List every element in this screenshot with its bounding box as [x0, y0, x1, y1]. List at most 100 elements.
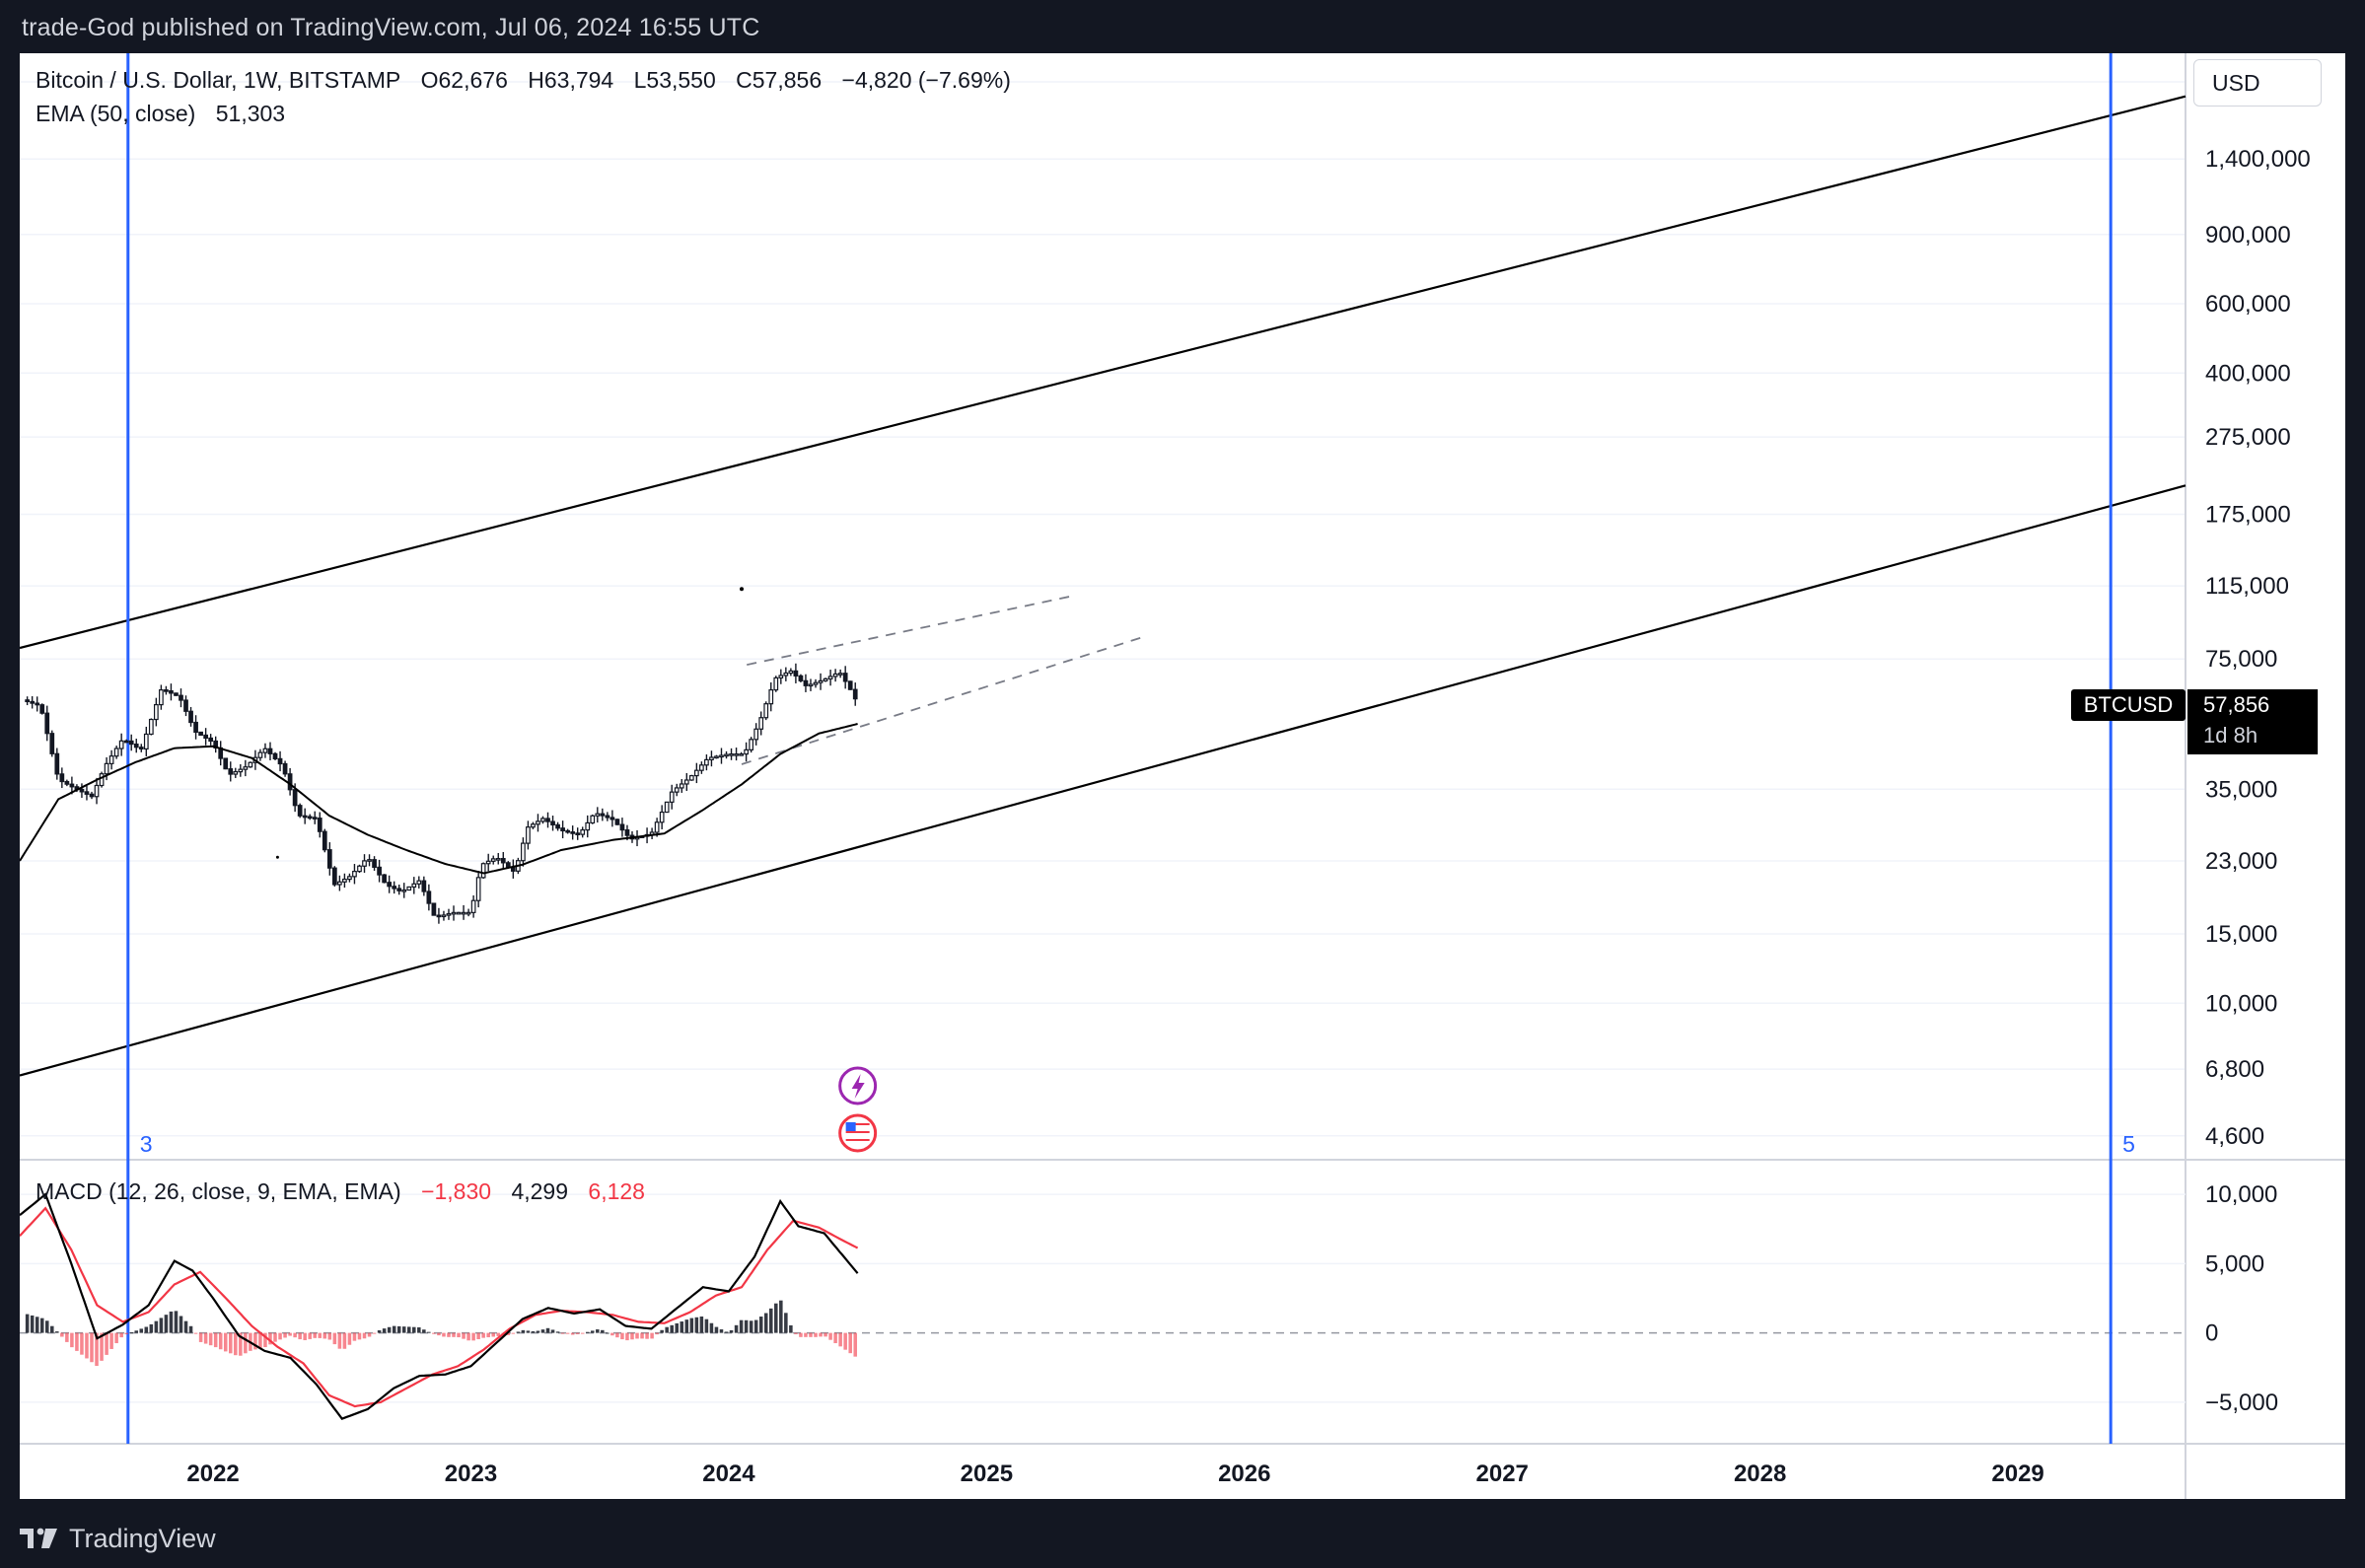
candle: [832, 673, 838, 677]
macd-histogram-bar: [511, 1332, 516, 1334]
macd-axis-label: 10,000: [2205, 1181, 2277, 1208]
macd-histogram-bar: [596, 1329, 600, 1333]
candle: [416, 880, 422, 885]
candle: [739, 752, 744, 756]
macd-histogram-bar: [570, 1332, 575, 1335]
macd-histogram-bar: [799, 1332, 803, 1337]
macd-histogram-bar: [432, 1332, 436, 1334]
tradingview-logo-icon[interactable]: [20, 1527, 59, 1550]
bar-countdown: 1d 8h: [2203, 723, 2258, 748]
candle: [367, 859, 372, 862]
macd-histogram-bar: [50, 1325, 54, 1333]
price-axis-label: 115,000: [2205, 573, 2289, 600]
candle: [35, 702, 40, 706]
macd-histogram-bar: [362, 1332, 367, 1339]
macd-histogram-bar: [159, 1318, 164, 1333]
macd-histogram-bar: [357, 1332, 362, 1340]
candle: [401, 889, 407, 892]
candle: [749, 739, 754, 750]
macd-histogram-bar: [536, 1330, 540, 1333]
candle: [495, 858, 501, 861]
candle: [590, 815, 596, 824]
macd-histogram-bar: [193, 1332, 198, 1334]
macd-histogram-bar: [784, 1313, 788, 1333]
price-axis-label: 1,400,000: [2205, 146, 2311, 173]
time-axis-label: 2022: [186, 1461, 239, 1487]
macd-histogram-bar: [714, 1326, 719, 1333]
footer-brand[interactable]: TradingView: [69, 1523, 216, 1553]
chart-area[interactable]: 352,200,0001,400,000900,000600,000400,00…: [20, 53, 2345, 1499]
candle: [411, 883, 417, 889]
macd-histogram-bar: [555, 1331, 560, 1333]
candle: [466, 911, 471, 915]
macd-histogram-bar: [457, 1332, 461, 1338]
flag-stripe: [845, 1127, 870, 1129]
dashed-lower-line: [741, 636, 1142, 765]
macd-histogram-bar: [481, 1332, 485, 1338]
candle: [372, 859, 377, 868]
price-axis-label: 600,000: [2205, 291, 2291, 318]
candle: [837, 673, 843, 676]
macd-histogram-bar: [824, 1332, 827, 1337]
candle: [282, 762, 288, 775]
candle: [446, 912, 452, 916]
drawing-dot: [275, 855, 279, 859]
macd-histogram-bar: [709, 1322, 714, 1333]
candle: [852, 688, 858, 700]
macd-histogram-bar: [109, 1332, 113, 1349]
candle: [317, 818, 322, 832]
candle: [575, 832, 581, 835]
candle: [84, 791, 90, 795]
candle: [773, 677, 779, 691]
macd-histogram-bar: [665, 1326, 669, 1333]
macd-histogram-bar: [630, 1332, 634, 1340]
lightning-icon: [851, 1074, 865, 1099]
ema-label[interactable]: EMA (50, close): [36, 101, 196, 126]
macd-histogram-bar: [406, 1326, 411, 1333]
candle: [94, 784, 100, 798]
macd-histogram-bar: [526, 1330, 531, 1333]
macd-histogram-bar: [39, 1318, 44, 1333]
candle: [238, 768, 244, 773]
candle: [768, 688, 774, 705]
macd-histogram-bar: [273, 1332, 277, 1342]
candle: [223, 757, 229, 770]
candle: [79, 788, 85, 793]
chart-canvas[interactable]: 352,200,0001,400,000900,000600,000400,00…: [20, 53, 2345, 1499]
candle: [461, 911, 466, 915]
high-value: H63,794: [528, 67, 614, 93]
candle: [128, 740, 134, 746]
candle: [490, 858, 496, 862]
candle: [188, 710, 193, 724]
macd-histogram-bar: [580, 1332, 585, 1334]
time-axis-label: 2026: [1218, 1461, 1270, 1487]
macd-histogram-bar: [545, 1327, 550, 1333]
macd-signal-line: [20, 1206, 859, 1408]
macd-histogram-bar: [625, 1332, 629, 1341]
macd-histogram-bar: [838, 1332, 842, 1347]
macd-histogram-bar: [828, 1332, 832, 1340]
macd-histogram-bar: [640, 1332, 644, 1339]
price-axis-label: 10,000: [2205, 990, 2277, 1017]
macd-histogram-bar: [303, 1332, 307, 1340]
candle: [307, 816, 313, 820]
macd-histogram-bar: [188, 1325, 193, 1333]
macd-histogram-bar: [35, 1317, 39, 1333]
macd-histogram-bar: [749, 1320, 753, 1333]
candle: [565, 829, 570, 833]
drawing-dot: [740, 587, 744, 592]
macd-histogram-bar: [114, 1332, 118, 1344]
macd-histogram-bar: [675, 1322, 680, 1333]
candle: [89, 793, 95, 798]
candle: [113, 748, 119, 757]
candle: [69, 783, 75, 788]
macd-histogram-bar: [308, 1332, 312, 1339]
macd-label[interactable]: MACD (12, 26, close, 9, EMA, EMA): [36, 1178, 401, 1204]
macd-histogram-bar: [704, 1319, 709, 1333]
macd-histogram-bar: [298, 1332, 302, 1340]
candle: [585, 821, 591, 831]
series-legend: Bitcoin / U.S. Dollar, 1W, BITSTAMP O62,…: [36, 67, 1025, 94]
symbol-label[interactable]: Bitcoin / U.S. Dollar, 1W, BITSTAMP: [36, 67, 401, 93]
macd-histogram-bar: [753, 1319, 758, 1333]
currency-button[interactable]: USD: [2193, 59, 2322, 107]
